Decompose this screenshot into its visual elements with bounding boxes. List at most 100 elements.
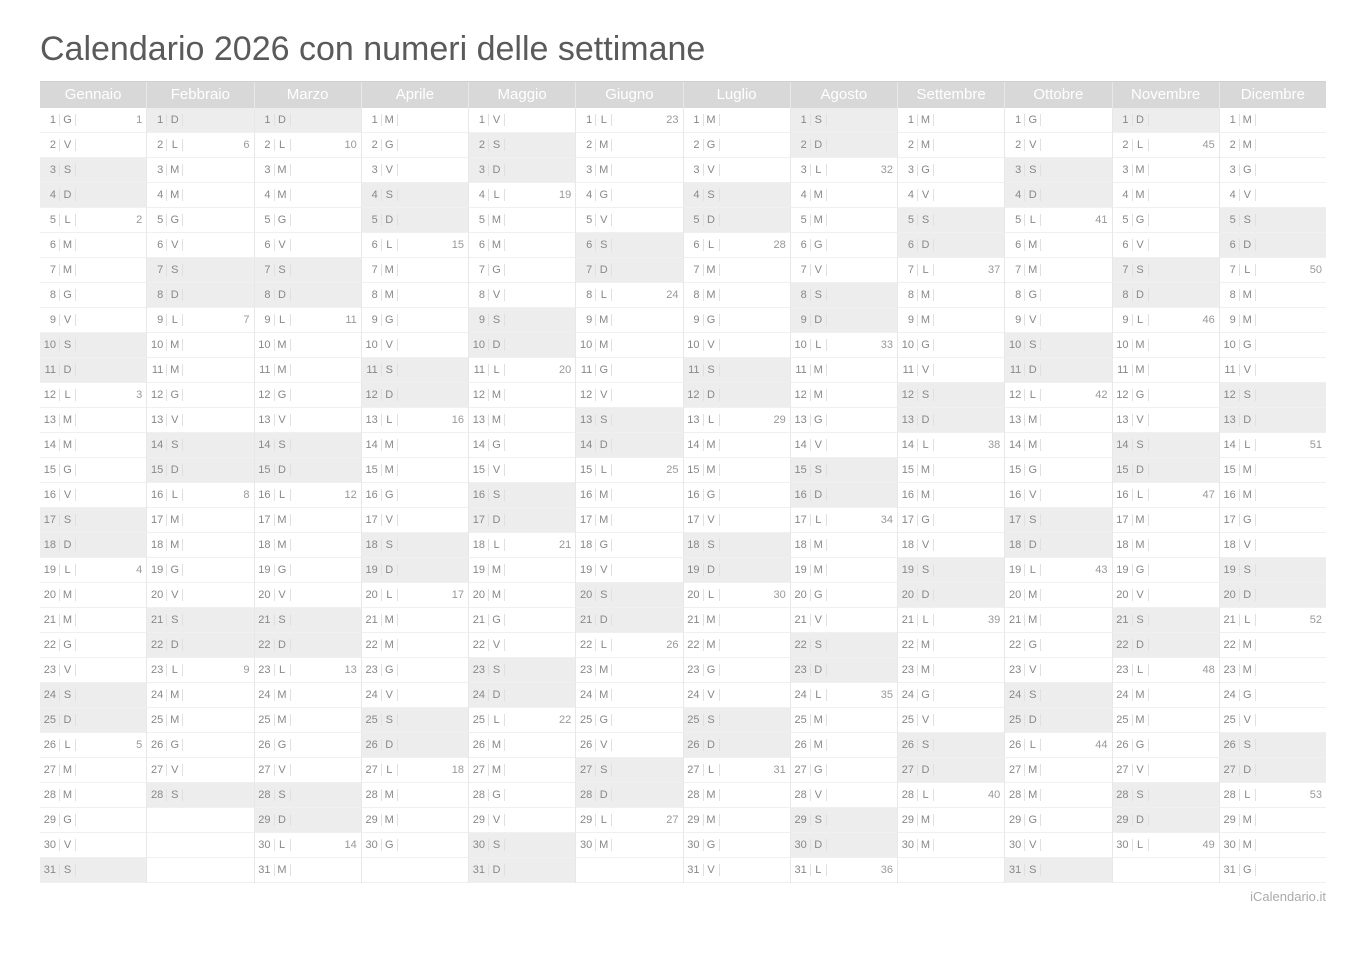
day-row: 27M [469,758,575,783]
day-number: 3 [898,164,918,176]
day-row: 4L19 [469,183,575,208]
day-number: 31 [791,864,811,876]
day-of-week: L [596,464,612,476]
day-number: 27 [147,764,167,776]
day-number: 3 [469,164,489,176]
day-number: 22 [1220,639,1240,651]
day-of-week: L [1025,564,1041,576]
day-of-week: M [275,539,291,551]
day-row: 20M [40,583,146,608]
day-number: 7 [147,264,167,276]
day-of-week: G [596,539,612,551]
day-number: 30 [684,839,704,851]
day-of-week: L [275,489,291,501]
day-number: 7 [40,264,60,276]
month-column: Dicembre1M2M3G4V5S6D7L508M9M10G11V12S13D… [1220,82,1326,883]
day-of-week: D [489,689,505,701]
day-number: 18 [684,539,704,551]
day-number: 15 [362,464,382,476]
day-row: 7M [362,258,468,283]
day-number: 26 [469,739,489,751]
day-number: 4 [147,189,167,201]
day-of-week: L [382,589,398,601]
day-row: 2S [469,133,575,158]
day-of-week: V [811,789,827,801]
day-row: 31V [684,858,790,883]
day-row: 20S [576,583,682,608]
day-row: 6G [791,233,897,258]
day-number: 13 [255,414,275,426]
week-number: 35 [827,689,897,701]
day-of-week: M [704,614,720,626]
day-number: 5 [147,214,167,226]
day-of-week: G [918,689,934,701]
day-number: 15 [469,464,489,476]
day-of-week: G [60,114,76,126]
day-row: 1M [362,108,468,133]
day-row: 30M [898,833,1004,858]
day-of-week: M [704,289,720,301]
day-row: 21M [362,608,468,633]
day-of-week: M [1133,514,1149,526]
day-of-week: M [918,814,934,826]
day-row: 21S [1113,608,1219,633]
day-of-week: D [489,514,505,526]
day-number: 28 [40,789,60,801]
week-number: 1 [76,114,146,126]
day-row: 15D [1113,458,1219,483]
day-row: 29M [1220,808,1326,833]
day-of-week: V [167,589,183,601]
day-number: 18 [40,539,60,551]
day-row: 22M [362,633,468,658]
day-number: 30 [1113,839,1133,851]
day-of-week: V [60,139,76,151]
day-of-week: M [704,439,720,451]
day-of-week: V [704,339,720,351]
day-row: 13V [255,408,361,433]
day-number: 22 [791,639,811,651]
day-row: 15D [147,458,253,483]
day-row: 16V [1005,483,1111,508]
day-row: 15V [469,458,575,483]
day-row: 19V [576,558,682,583]
day-of-week: S [596,764,612,776]
day-of-week: G [1240,339,1256,351]
day-of-week: M [704,639,720,651]
day-of-week: L [382,414,398,426]
day-row: 25M [1113,708,1219,733]
day-row: 23D [791,658,897,683]
day-of-week: M [60,589,76,601]
day-of-week: V [275,589,291,601]
day-number: 28 [255,789,275,801]
day-number: 15 [898,464,918,476]
day-number: 13 [40,414,60,426]
day-of-week: L [275,314,291,326]
day-of-week: V [704,164,720,176]
day-row: 9G [362,308,468,333]
day-row: 17L34 [791,508,897,533]
day-number: 3 [1005,164,1025,176]
day-row: 3V [684,158,790,183]
day-number: 27 [684,764,704,776]
day-row: 30G [362,833,468,858]
day-of-week: G [1133,214,1149,226]
day-row: 25V [898,708,1004,733]
day-of-week: G [596,364,612,376]
day-of-week: V [489,464,505,476]
day-of-week: D [1025,714,1041,726]
day-of-week: M [918,839,934,851]
day-number: 28 [684,789,704,801]
day-of-week: L [382,764,398,776]
day-number: 15 [1005,464,1025,476]
day-of-week: V [918,364,934,376]
day-row: 13M [40,408,146,433]
day-of-week: M [275,364,291,376]
day-of-week: G [1133,389,1149,401]
day-number: 12 [255,389,275,401]
day-row: 25D [1005,708,1111,733]
day-row: 22M [1220,633,1326,658]
day-number: 4 [1005,189,1025,201]
day-row: 16S [469,483,575,508]
day-of-week: L [811,864,827,876]
day-of-week: M [918,114,934,126]
